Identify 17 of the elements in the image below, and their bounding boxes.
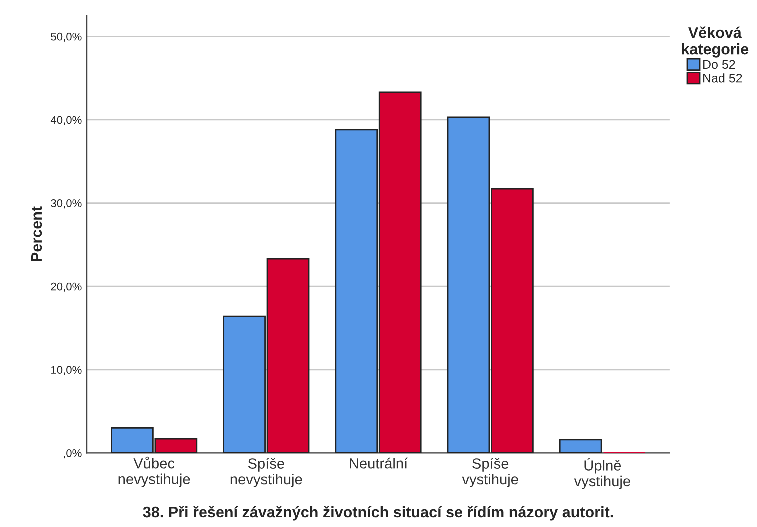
legend-label: Do 52 (704, 60, 736, 70)
x-tick-label: Spíše vystihuje (462, 458, 518, 488)
y-tick-label: 50,0% (51, 32, 82, 42)
x-tick-label: Úplně vystihuje (574, 458, 630, 490)
y-axis-title: Percent (31, 206, 42, 262)
bar (559, 439, 602, 454)
legend-title: Věková kategorie (682, 26, 749, 58)
text: 38. Při řešení závažných životních situací se řídím názory autorit. (143, 506, 614, 521)
x-tick-label: Vůbec nevystihuje (118, 456, 190, 488)
y-tick-label: 10,0% (52, 366, 82, 376)
x-tick-label: Spíše nevystihuje (230, 458, 302, 488)
y-tick-label: 40,0% (50, 116, 82, 126)
y-tick-label: 30,0% (51, 200, 82, 209)
y-tick-label: ,0% (64, 449, 82, 459)
y-tick-label: 20,0% (51, 282, 82, 292)
legend-label: Nad 52 (704, 74, 742, 83)
x-tick-label: Neutrální (350, 458, 408, 469)
